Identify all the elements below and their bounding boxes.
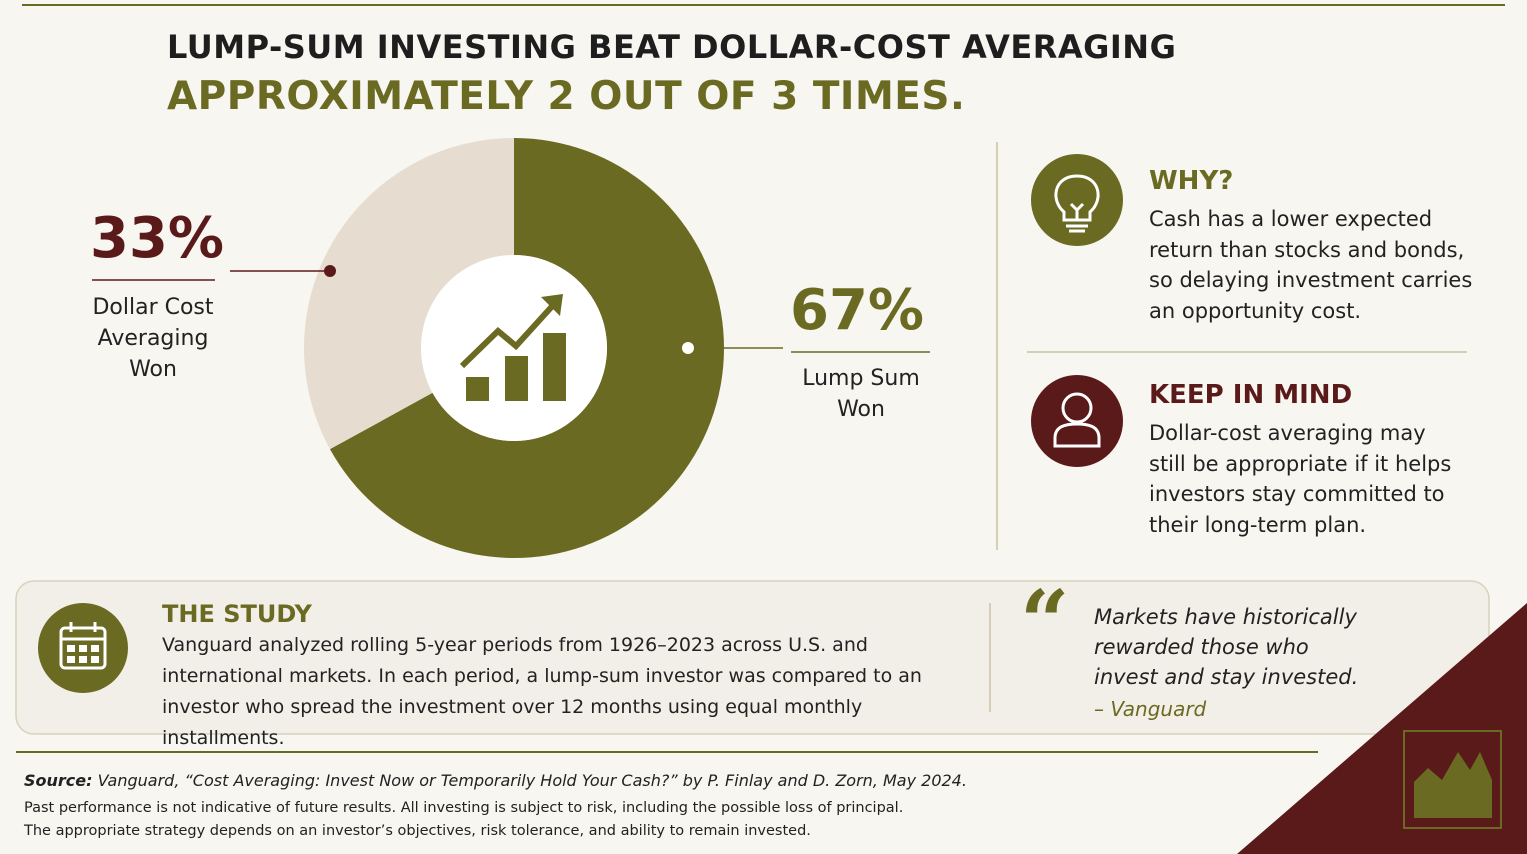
source-label: Source: (24, 771, 93, 790)
panel-title: KEEP IN MIND (1149, 380, 1353, 410)
growth-arrowhead (541, 294, 563, 316)
value-label: 67% (790, 278, 925, 343)
leader-dot (682, 342, 694, 354)
source-text: Vanguard, “Cost Averaging: Invest Now or… (97, 771, 967, 790)
lightbulb (1054, 174, 1100, 233)
donut-slice (329, 138, 724, 558)
title: LUMP-SUM INVESTING BEAT DOLLAR-COST AVER… (167, 28, 1177, 66)
person (1053, 392, 1101, 448)
corner-frame (1403, 730, 1502, 829)
category-label: Lump Sum Won (802, 366, 920, 422)
quote-attribution: – Vanguard (1094, 697, 1207, 721)
why-icon (1031, 154, 1123, 246)
calendar-days (67, 645, 99, 663)
quote-text: Markets have historically rewarded those… (1094, 605, 1359, 689)
mountain-icon (1414, 752, 1492, 818)
subtitle: APPROXIMATELY 2 OUT OF 3 TIMES. (167, 74, 966, 119)
donut-slice (303, 138, 514, 450)
panel-title: WHY? (1149, 166, 1234, 196)
panel-text: Cash has a lower expected return than st… (1149, 207, 1473, 323)
value-label: 33% (90, 206, 225, 271)
study-title: THE STUDY (162, 600, 312, 628)
study-text: Vanguard analyzed rolling 5-year periods… (162, 634, 922, 749)
source: Source: Vanguard, “Cost Averaging: Inves… (24, 771, 967, 790)
disclaimer: Past performance is not indicative of fu… (24, 800, 904, 816)
category-label: Dollar Cost Averaging Won (92, 295, 214, 382)
growth-icon (466, 333, 566, 401)
disclaimer: The appropriate strategy depends on an i… (24, 823, 811, 839)
leader-dot (324, 265, 336, 277)
quote-mark: “ (1020, 572, 1069, 673)
panel-text: Dollar-cost averaging may still be appro… (1149, 421, 1452, 537)
calendar (59, 622, 107, 670)
growth-arrow (459, 299, 559, 369)
